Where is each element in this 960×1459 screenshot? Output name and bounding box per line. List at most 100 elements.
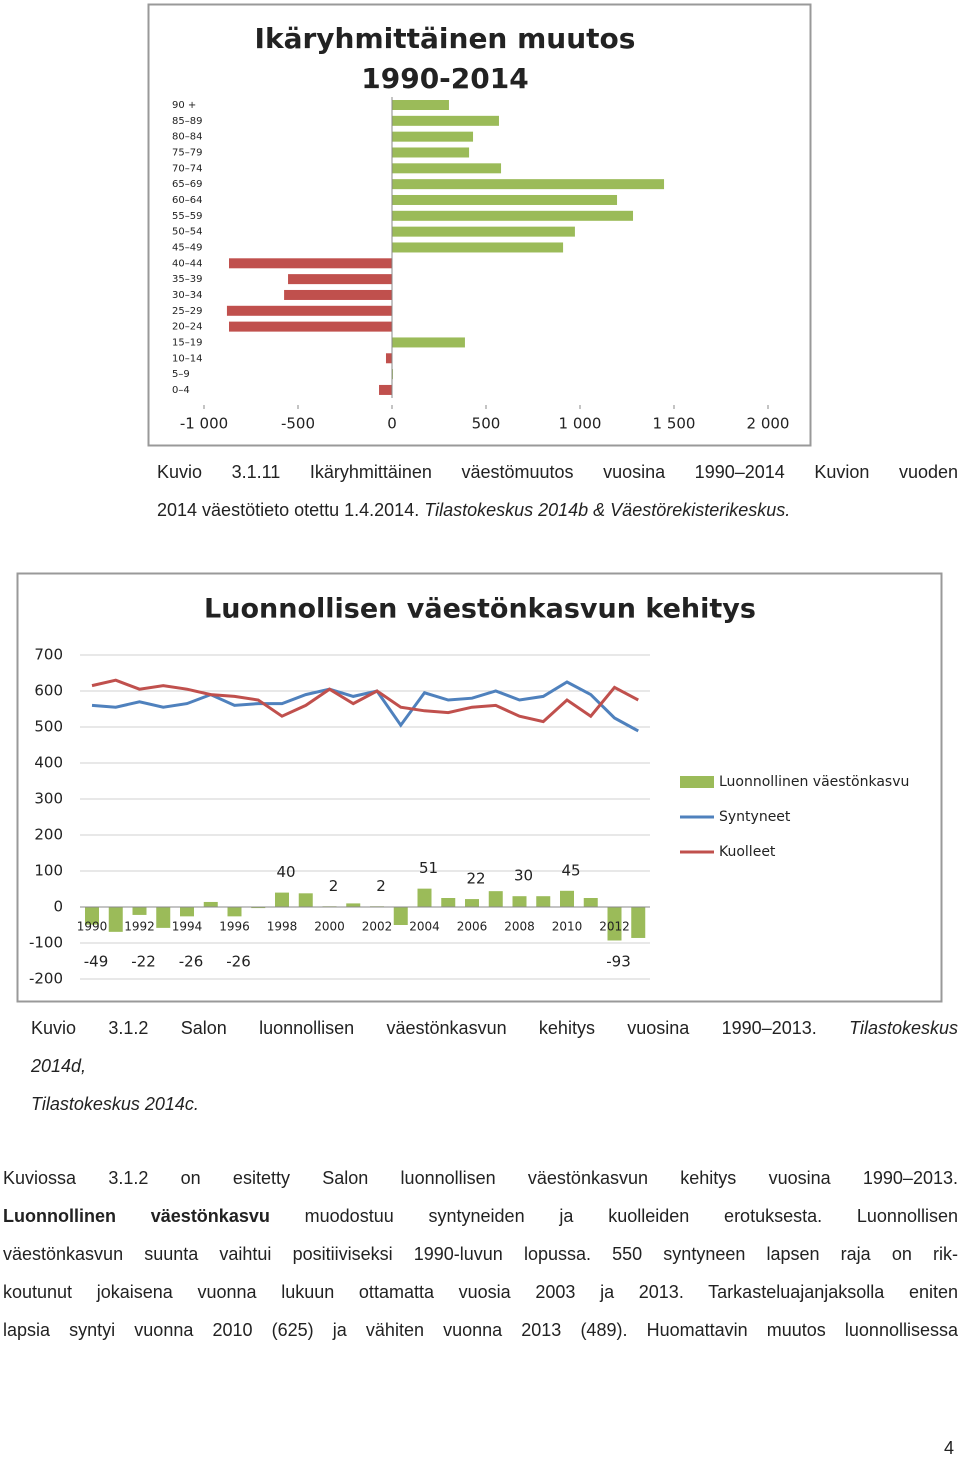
bar [229, 321, 392, 332]
y-tick-label: 600 [34, 682, 63, 700]
bar [441, 898, 456, 907]
x-tick-label: 2010 [552, 920, 583, 934]
x-tick-label: 2002 [362, 920, 393, 934]
data-label: 40 [276, 863, 295, 881]
y-tick-label: 100 [34, 862, 63, 880]
data-label: -93 [606, 953, 631, 971]
y-tick-label: 400 [34, 754, 63, 772]
y-tick-label: -100 [29, 934, 63, 952]
charts: Ikäryhmittäinen muutos 1990-2014 90 + 85–89… [16, 3, 943, 1003]
caption-line: 2014 väestötieto otettu 1.4.2014. Tilast… [157, 498, 958, 522]
x-tick-label: 2006 [457, 920, 488, 934]
chart-subtitle: 1990-2014 [361, 62, 528, 95]
y-tick-label: 200 [34, 826, 63, 844]
bar [229, 258, 392, 269]
body-line: väestönkasvun suunta vaihtui positiivise… [3, 1242, 958, 1266]
caption-line: Kuvio 3.1.11 Ikäryhmittäinen väestömuuto… [157, 460, 958, 484]
y-tick-label: 65–69 [172, 179, 202, 190]
body-bold: Luonnollinen väestönkasvu [3, 1206, 270, 1226]
y-tick-label: 25–29 [172, 306, 202, 317]
legend-label: Luonnollinen väestönkasvu [719, 774, 909, 790]
y-tick-label: 80–84 [172, 132, 202, 143]
data-label: 22 [466, 870, 485, 888]
y-tick-label: 15–19 [172, 337, 202, 348]
caption-line: Kuvio 3.1.2 Salon luonnollisen väestönka… [31, 1016, 958, 1040]
bar [465, 899, 479, 907]
body-text: Kuviossa 3.1.2 on esitetty Salon luonnol… [3, 1168, 958, 1188]
y-tick-label: 40–44 [172, 258, 202, 269]
bar [392, 179, 665, 190]
bar [385, 353, 392, 364]
y-tick-label: 500 [34, 718, 63, 736]
bar [379, 384, 392, 395]
bar [392, 242, 564, 253]
bar [275, 892, 289, 907]
bar [108, 907, 123, 932]
x-tick-label: 500 [472, 415, 501, 433]
caption-source: 2014d, [31, 1056, 87, 1076]
y-tick-label: 300 [34, 790, 63, 808]
bar [298, 893, 313, 907]
body-text: lapsia syntyi vuonna 2010 (625) ja vähit… [3, 1320, 958, 1340]
x-tick-label: 1998 [267, 920, 298, 934]
y-tick-label: 70–74 [172, 163, 202, 174]
x-tick-label: -1 000 [180, 415, 228, 433]
x-tick-label: 1996 [219, 920, 250, 934]
bar [488, 891, 503, 907]
bar [607, 907, 622, 941]
x-tick-label: 0 [387, 415, 397, 433]
bar [583, 898, 598, 907]
y-tick-label: 5–9 [172, 369, 190, 380]
y-tick-label: 45–49 [172, 242, 202, 253]
caption-text: Kuvio 3.1.2 Salon luonnollisen väestönka… [31, 1018, 817, 1038]
bar [251, 907, 266, 909]
caption-source: Tilastokeskus 2014b & Väestörekisterikes… [424, 500, 791, 520]
x-tick-label: 1992 [124, 920, 155, 934]
page-number: 4 [943, 1438, 954, 1458]
caption-text: Kuvio 3.1.11 Ikäryhmittäinen väestömuuto… [157, 462, 958, 482]
bar [392, 163, 502, 174]
bar [203, 901, 218, 907]
data-label: 30 [514, 867, 533, 885]
data-label: 2 [376, 877, 386, 895]
x-tick-label: -500 [281, 415, 315, 433]
bar [392, 210, 634, 221]
bar [417, 888, 432, 907]
bar [156, 907, 171, 928]
legend-swatch [680, 776, 714, 788]
y-tick-label: 50–54 [172, 227, 202, 238]
y-tick-label: 0–4 [172, 385, 190, 396]
y-tick-label: 75–79 [172, 147, 202, 158]
y-tick-label: 0 [53, 898, 63, 916]
y-tick-label: 55–59 [172, 211, 202, 222]
x-tick-label: 2008 [504, 920, 535, 934]
bar [392, 226, 575, 237]
y-tick-label: 60–64 [172, 195, 202, 206]
x-tick-label: 1 000 [559, 415, 602, 433]
bar [512, 896, 527, 907]
body-text: koutunut jokaisena vuonna lukuun ottamat… [3, 1282, 958, 1302]
bar [288, 274, 392, 285]
caption-line: 2014d, [31, 1054, 958, 1078]
body-text: muodostuu syntyneiden ja kuolleiden erot… [304, 1206, 958, 1226]
bar [392, 194, 618, 205]
bar [85, 907, 99, 925]
data-label: 45 [561, 861, 580, 879]
y-tick-label: 90 + [172, 100, 196, 111]
data-label: 51 [419, 859, 438, 877]
x-tick-label: 1990 [77, 920, 108, 934]
legend-label: Kuolleet [719, 844, 776, 860]
x-tick-label: 2 000 [747, 415, 790, 433]
bar [284, 289, 392, 300]
chart-title: Ikäryhmittäinen muutos [255, 22, 636, 55]
caption-line: Tilastokeskus 2014c. [31, 1092, 958, 1116]
chart-frame [16, 572, 943, 1003]
y-tick-label: -200 [29, 970, 63, 988]
caption-source: Tilastokeskus [849, 1018, 958, 1038]
caption-text: 2014 väestötieto otettu 1.4.2014. [157, 500, 420, 520]
caption-source: Tilastokeskus 2014c. [31, 1094, 199, 1114]
bar [392, 337, 465, 348]
data-label: -26 [179, 953, 204, 971]
bar [346, 903, 361, 907]
